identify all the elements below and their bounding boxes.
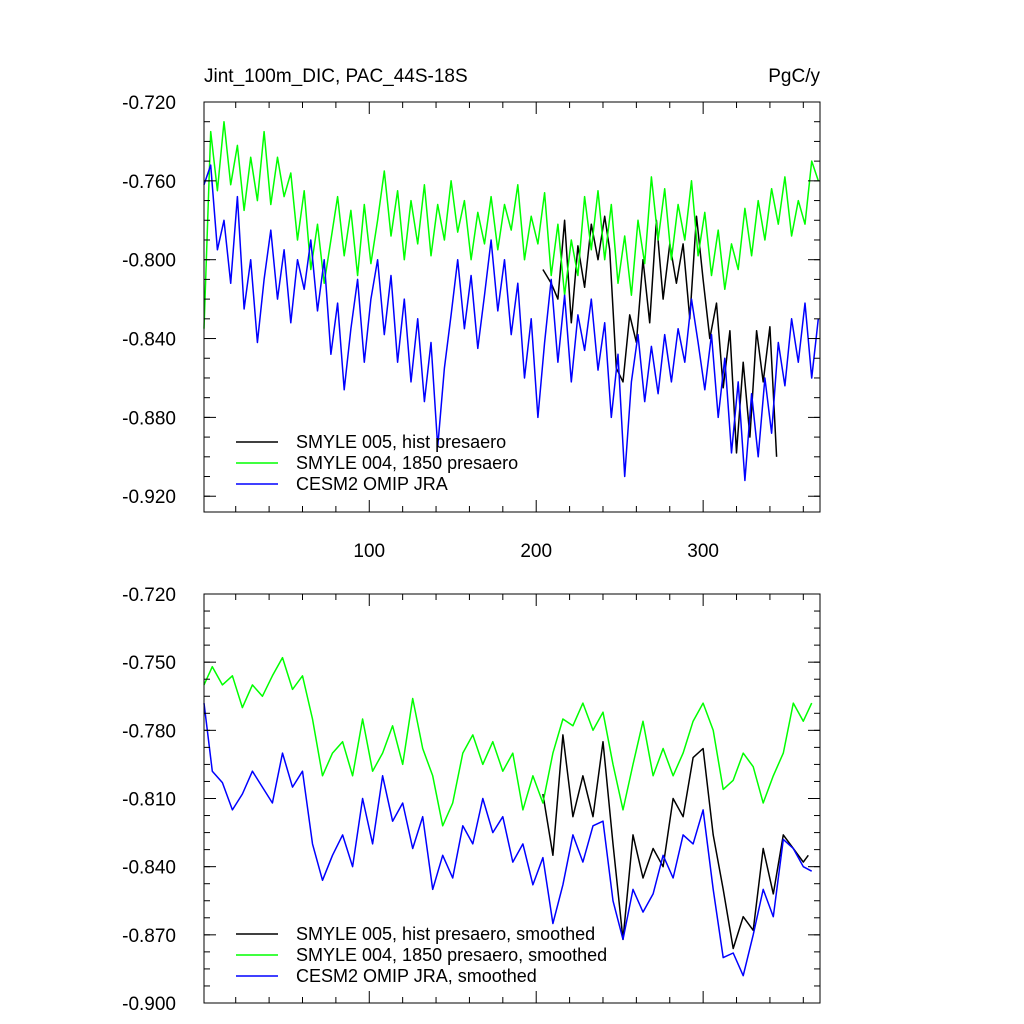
y-tick-label: -0.720 <box>122 585 176 606</box>
series-line-1 <box>542 215 778 457</box>
x-tick-label: 200 <box>520 541 552 562</box>
x-tick-label: 300 <box>687 541 719 562</box>
top-plot-units: PgC/y <box>768 66 820 87</box>
legend-label: SMYLE 005, hist presaero, smoothed <box>296 924 595 944</box>
y-tick-label: -0.870 <box>122 926 176 947</box>
top-panel: -0.720 -0.760 -0.800 -0.840 -0.880 -0.920 100 2… <box>122 66 821 562</box>
legend-label: CESM2 OMIP JRA <box>296 474 448 494</box>
x-tick-label: 100 <box>353 541 385 562</box>
y-tick-label: -0.900 <box>122 994 176 1015</box>
y-tick-label: -0.750 <box>122 653 176 674</box>
bottom-plot-frame <box>203 593 821 1004</box>
series-line-2 <box>203 656 813 827</box>
series-line-2 <box>203 120 820 329</box>
y-tick-label: -0.760 <box>122 172 176 193</box>
y-tick-label: -0.780 <box>122 721 176 742</box>
y-tick-label: -0.720 <box>122 93 176 114</box>
legend-label: SMYLE 004, 1850 presaero <box>296 453 518 473</box>
y-tick-label: -0.880 <box>122 408 176 429</box>
y-tick-label: -0.840 <box>122 330 176 351</box>
y-tick-label: -0.810 <box>122 790 176 811</box>
y-tick-label: -0.840 <box>122 858 176 879</box>
bottom-panel: -0.720 -0.750 -0.780 -0.810 -0.840 -0.870 -0.9… <box>122 585 821 1015</box>
y-tick-label: -0.920 <box>122 487 176 508</box>
top-plot-title: Jint_100m_DIC, PAC_44S-18S <box>204 66 468 87</box>
top-plot-frame <box>203 101 821 513</box>
legend-label: CESM2 OMIP JRA, smoothed <box>296 966 537 986</box>
legend-label: SMYLE 005, hist presaero <box>296 432 506 452</box>
series-line-3 <box>203 164 820 482</box>
series-line-1 <box>542 734 809 950</box>
y-tick-label: -0.800 <box>122 251 176 272</box>
series-line-3 <box>203 703 813 977</box>
legend-label: SMYLE 004, 1850 presaero, smoothed <box>296 945 607 965</box>
